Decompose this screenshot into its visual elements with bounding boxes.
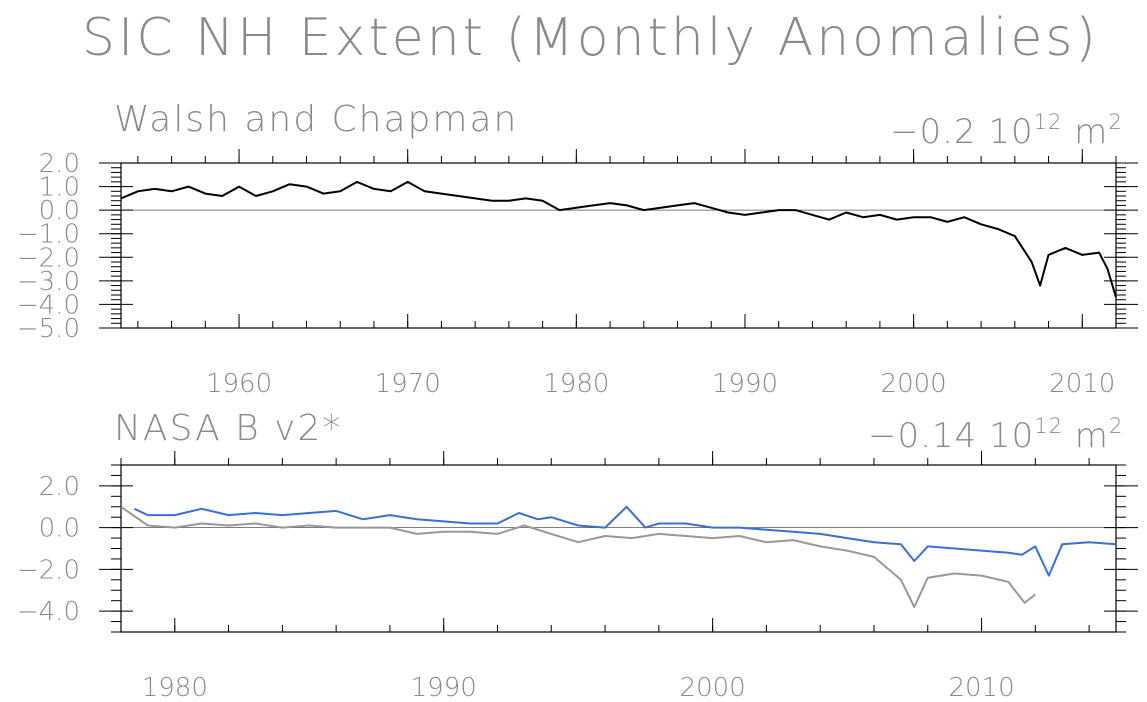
x-tick-label: 1970 [375,369,441,399]
y-tick-label: 2.0 [39,472,80,502]
trend-value: −0.2 10 [890,112,1034,152]
x-tick-label: 2010 [1049,369,1115,399]
trend-unit-exponent: 2 [1108,110,1122,134]
x-tick-label: 1990 [411,673,477,702]
trend-value: −0.14 10 [868,416,1034,456]
y-tick-label: −1.0 [17,220,80,250]
x-tick-label: 2010 [948,673,1014,702]
trend-unit: m [1063,416,1109,456]
trend-exponent: 12 [1034,110,1063,134]
y-tick-label: −2.0 [17,243,80,273]
x-tick-label: 2000 [881,369,947,399]
y-tick-label: 1.0 [39,173,80,203]
panel-title: NASA B v2* [114,408,342,449]
main-title: SIC NH Extent (Monthly Anomalies) [82,8,1099,68]
trend-unit: m [1062,112,1108,152]
y-tick-label: 2.0 [39,149,80,179]
x-tick-label: 1960 [206,369,272,399]
y-tick-label: −5.0 [17,314,80,344]
x-tick-label: 2000 [680,673,746,702]
series-line [120,180,1117,298]
y-tick-label: −4.0 [17,290,80,320]
panel-nasa-b-v2: NASA B v2* −0.14 1012 m2 2.0 0.0 −2.0 −4.0 198… [17,408,1138,702]
trend-unit-exponent: 2 [1109,414,1123,438]
y-tick-label: −3.0 [17,267,80,297]
y-tick-label: 0.0 [39,514,80,544]
panel-walsh-chapman: Walsh and Chapman −0.2 1012 m2 2.01.00.0−1… [17,99,1138,399]
y-tick-label: −4.0 [17,597,80,627]
x-tick-label: 1980 [142,673,208,702]
plot-frame [120,162,1117,329]
panel-title: Walsh and Chapman [114,99,518,140]
x-tick-label: 1990 [712,369,778,399]
trend-exponent: 12 [1034,414,1063,438]
x-tick-label: 1980 [543,369,609,399]
y-tick-label: 0.0 [39,196,80,226]
trend-label: −0.14 1012 m2 [868,414,1123,456]
series-line [120,505,1036,608]
y-tick-label: −2.0 [17,555,80,585]
series-line [133,505,1117,577]
trend-label: −0.2 1012 m2 [890,110,1123,152]
